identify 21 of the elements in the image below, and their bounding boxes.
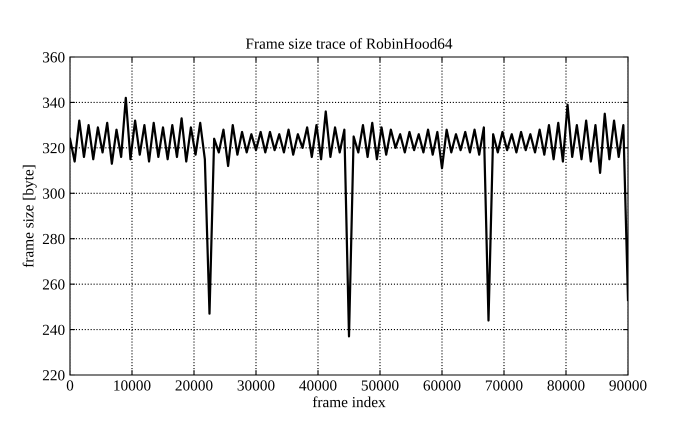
x-tick-label: 30000	[238, 380, 275, 391]
y-tick-label: 360	[42, 52, 65, 62]
y-tick-label: 340	[42, 98, 65, 108]
y-tick-label: 240	[42, 324, 65, 336]
y-tick-label: 300	[42, 188, 65, 199]
y-axis-title: frame size [byte]	[22, 165, 37, 268]
x-tick-label: 40000	[299, 380, 337, 391]
x-tick-label: 70000	[486, 380, 523, 391]
x-tick-label: 10000	[114, 380, 151, 391]
x-tick-label: 50000	[362, 380, 399, 391]
x-tick-label: 90000	[609, 380, 647, 391]
y-tick-label: 220	[42, 370, 65, 380]
x-axis-title: frame index	[312, 396, 386, 408]
x-tick-label: 0	[66, 380, 74, 391]
x-tick-label: 20000	[176, 380, 213, 391]
y-tick-label: 280	[42, 234, 65, 244]
x-tick-label: 80000	[547, 380, 585, 391]
y-tick-label: 320	[42, 143, 65, 154]
chart-title: Frame size trace of RobinHood64	[246, 38, 452, 49]
x-tick-label: 60000	[424, 380, 461, 391]
y-tick-label: 260	[42, 279, 65, 290]
